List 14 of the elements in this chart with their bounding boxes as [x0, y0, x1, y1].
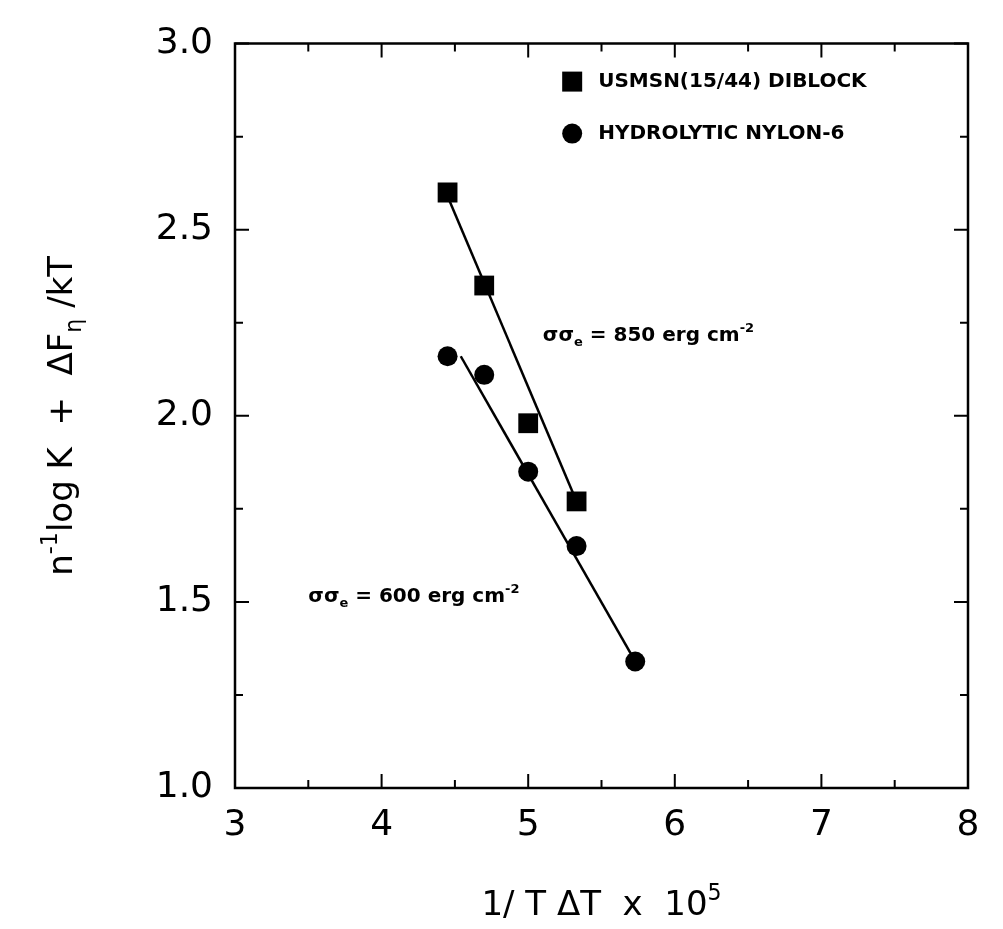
legend-label: HYDROLYTIC NYLON-6	[598, 119, 845, 144]
x-tick-label: 7	[809, 801, 833, 843]
legend-label: USMSN(15/44) DIBLOCK	[598, 67, 869, 92]
x-tick-label: 8	[956, 801, 980, 843]
y-tick-label: 2.0	[155, 392, 213, 434]
y-tick-label: 3.0	[155, 19, 213, 61]
x-tick-label: 4	[370, 801, 394, 843]
x-tick-label: 3	[223, 801, 247, 843]
x-tick-label: 6	[663, 801, 687, 843]
y-axis-title: n-1log K + ΔFη /kT	[35, 255, 86, 576]
y-tick-label: 1.5	[155, 578, 213, 620]
x-tick-label: 5	[516, 801, 540, 843]
y-tick-label: 1.0	[155, 764, 213, 806]
y-tick-label: 2.5	[155, 206, 213, 248]
